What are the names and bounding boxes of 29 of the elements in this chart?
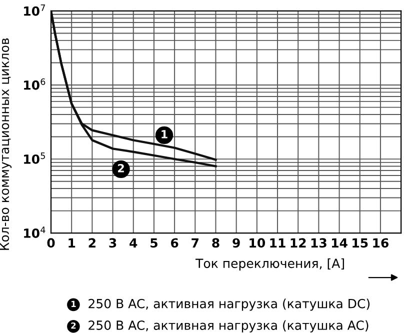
x-tick-label: 0: [47, 238, 55, 248]
y-axis-title: Кол-во коммутационных циклов: [0, 38, 12, 250]
x-axis-title: Ток переключения, [A]: [196, 258, 344, 270]
x-tick-label: 8: [212, 238, 220, 248]
x-tick-label: 4: [130, 238, 138, 248]
x-tick-label: 9: [232, 238, 240, 248]
x-tick-label: 11: [270, 238, 286, 248]
y-tick-label: 10$^{5}$: [24, 152, 45, 164]
text: 250 В AC, активная нагрузка (катушка DC): [88, 298, 370, 311]
text: 2: [71, 322, 76, 329]
annotation: 2: [118, 164, 124, 172]
x-tick-label: 10: [250, 238, 266, 248]
x-tick-label: 6: [170, 238, 178, 248]
x-tick-label: 7: [192, 238, 198, 248]
x-tick-label: 13: [311, 238, 326, 248]
x-tick-label: 2: [88, 238, 96, 248]
annotation: 1: [162, 130, 168, 138]
text: 1: [71, 300, 76, 307]
x-tick-label: 5: [150, 238, 158, 248]
x-tick-label: 14: [332, 238, 348, 248]
x-tick-label: 16: [373, 238, 388, 248]
y-tick-label: 10$^{7}$: [24, 4, 45, 16]
x-tick-label: 1: [68, 238, 76, 248]
x-tick-label: 15: [352, 238, 368, 248]
x-tick-label: 3: [109, 238, 116, 248]
y-tick-label: 10$^{4}$: [24, 226, 46, 238]
text: 250 В AC, активная нагрузка (катушка AC): [88, 320, 368, 332]
y-tick-label: 10$^{6}$: [24, 78, 46, 90]
x-tick-label: 12: [290, 238, 306, 248]
